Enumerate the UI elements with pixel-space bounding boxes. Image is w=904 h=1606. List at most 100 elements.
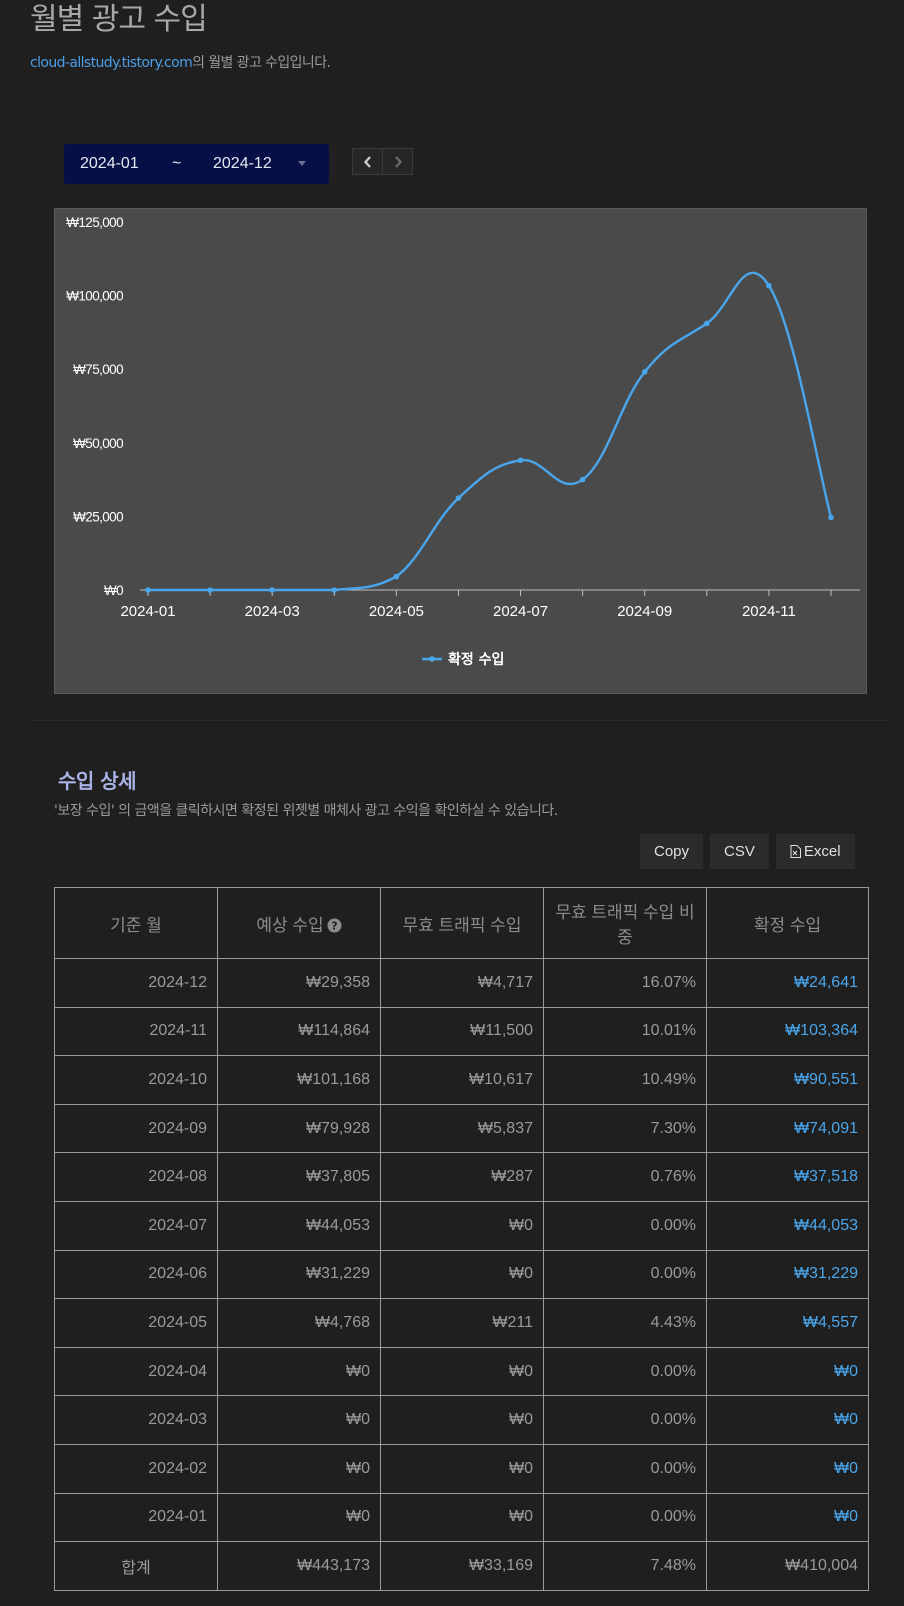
cell-month: 2024-02: [54, 1443, 218, 1494]
table-total-row: 합계 ₩443,173 ₩33,169 7.48% ₩410,004: [54, 1541, 869, 1591]
cell-estimated: ₩114,864: [217, 1006, 381, 1057]
cell-confirmed[interactable]: ₩0: [706, 1346, 869, 1397]
blog-link[interactable]: cloud-allstudy.tistory.com: [30, 55, 193, 71]
cell-confirmed[interactable]: ₩37,518: [706, 1152, 869, 1202]
csv-button[interactable]: CSV: [710, 834, 769, 869]
cell-invalid-ratio: 0.00%: [543, 1443, 707, 1494]
y-tick-label: ₩50,000: [73, 436, 123, 451]
cell-invalid-traffic: ₩0: [380, 1492, 544, 1543]
x-tick-label: 2024-11: [742, 603, 796, 620]
cell-invalid-ratio: 16.07%: [543, 958, 707, 1008]
data-point: [704, 320, 710, 327]
range-separator: ~: [172, 155, 182, 172]
legend-label: 확정 수입: [448, 651, 504, 668]
cell-invalid-traffic: ₩287: [380, 1152, 544, 1202]
cell-estimated: ₩37,805: [217, 1152, 381, 1202]
column-header-month[interactable]: 기준 월: [54, 887, 218, 959]
excel-label: Excel: [803, 843, 841, 860]
cell-estimated: ₩0: [217, 1443, 381, 1494]
cell-confirmed[interactable]: ₩0: [706, 1492, 869, 1543]
table-row: 2024-02 ₩0 ₩0 0.00% ₩0: [54, 1443, 869, 1494]
table-row: 2024-05 ₩4,768 ₩211 4.43% ₩4,557: [54, 1298, 869, 1348]
table-row: 2024-12 ₩29,358 ₩4,717 16.07% ₩24,641: [54, 958, 869, 1008]
cell-invalid-traffic: ₩4,717: [380, 958, 544, 1008]
table-row: 2024-06 ₩31,229 ₩0 0.00% ₩31,229: [54, 1249, 869, 1300]
cell-invalid-ratio: 0.00%: [543, 1395, 707, 1445]
y-tick-label: ₩125,000: [66, 215, 123, 230]
column-header-estimated[interactable]: 예상 수입?: [217, 887, 381, 959]
next-period-button[interactable]: [383, 148, 413, 175]
chevron-right-icon: [394, 155, 402, 168]
revenue-chart: ₩0 ₩25,000 ₩50,000 ₩75,000 ₩100,000 ₩125,000 2…: [54, 208, 867, 694]
table-row: 2024-04 ₩0 ₩0 0.00% ₩0: [54, 1346, 869, 1397]
total-invalid-traffic: ₩33,169: [380, 1541, 544, 1591]
data-point: [207, 587, 213, 593]
cell-confirmed[interactable]: ₩31,229: [706, 1249, 869, 1300]
cell-invalid-ratio: 0.00%: [543, 1200, 707, 1251]
table-row: 2024-07 ₩44,053 ₩0 0.00% ₩44,053: [54, 1200, 869, 1251]
x-tick-label: 2024-07: [493, 603, 548, 620]
cell-month: 2024-11: [54, 1006, 218, 1057]
cell-confirmed[interactable]: ₩90,551: [706, 1055, 869, 1105]
cell-confirmed[interactable]: ₩103,364: [706, 1006, 869, 1057]
cell-invalid-traffic: ₩0: [380, 1443, 544, 1494]
cell-invalid-traffic: ₩0: [380, 1249, 544, 1300]
cell-estimated: ₩101,168: [217, 1055, 381, 1105]
cell-month: 2024-06: [54, 1249, 218, 1300]
file-excel-icon: [790, 845, 801, 858]
cell-estimated: ₩4,768: [217, 1298, 381, 1348]
excel-button[interactable]: Excel: [775, 834, 855, 869]
column-header-confirmed[interactable]: 확정 수입: [706, 887, 869, 959]
cell-confirmed[interactable]: ₩74,091: [706, 1103, 869, 1154]
copy-button[interactable]: Copy: [640, 834, 704, 869]
y-tick-label: ₩0: [104, 583, 123, 598]
cell-confirmed[interactable]: ₩24,641: [706, 958, 869, 1008]
table-body: 2024-12 ₩29,358 ₩4,717 16.07% ₩24,641 2024-11…: [54, 958, 869, 1591]
cell-invalid-ratio: 4.43%: [543, 1298, 707, 1348]
cell-month: 2024-03: [54, 1395, 218, 1445]
total-confirmed: ₩410,004: [706, 1541, 869, 1591]
period-nav: [352, 148, 413, 175]
page-title: 월별 광고 수입: [30, 2, 208, 37]
export-buttons: Copy CSV Excel: [640, 834, 855, 869]
subtitle-text: 의 월별 광고 수입입니다.: [192, 55, 331, 71]
table-row: 2024-03 ₩0 ₩0 0.00% ₩0: [54, 1395, 869, 1445]
range-start: 2024-01: [80, 155, 139, 172]
cell-month: 2024-10: [54, 1055, 218, 1105]
cell-month: 2024-07: [54, 1200, 218, 1251]
series-line: [148, 271, 833, 592]
prev-period-button[interactable]: [352, 148, 383, 175]
revenue-detail-table: 기준 월 예상 수입? 무효 트래픽 수입 무효 트래픽 수입 비중 확정 수입…: [54, 887, 869, 1591]
data-point: [455, 495, 462, 501]
cell-month: 2024-12: [54, 958, 218, 1008]
details-title: 수입 상세: [58, 769, 137, 793]
date-range-picker[interactable]: 2024-01 ~ 2024-12: [64, 144, 329, 184]
question-circle-icon[interactable]: ?: [327, 918, 342, 933]
data-point: [269, 587, 275, 593]
table-row: 2024-08 ₩37,805 ₩287 0.76% ₩37,518: [54, 1152, 869, 1202]
x-tick-label: 2024-01: [120, 603, 175, 620]
cell-invalid-ratio: 0.76%: [543, 1152, 707, 1202]
cell-estimated: ₩0: [217, 1395, 381, 1445]
column-header-invalid-traffic[interactable]: 무효 트래픽 수입: [380, 887, 544, 959]
cell-invalid-ratio: 0.00%: [543, 1492, 707, 1543]
cell-confirmed[interactable]: ₩0: [706, 1443, 869, 1494]
column-header-estimated-label: 예상 수입: [256, 915, 324, 935]
table-row: 2024-09 ₩79,928 ₩5,837 7.30% ₩74,091: [54, 1103, 869, 1154]
x-tick-label: 2024-05: [369, 603, 424, 620]
cell-estimated: ₩79,928: [217, 1103, 381, 1154]
data-point: [145, 587, 151, 593]
svg-text:?: ?: [331, 919, 337, 932]
cell-confirmed[interactable]: ₩4,557: [706, 1298, 869, 1348]
cell-confirmed[interactable]: ₩44,053: [706, 1200, 869, 1251]
cell-estimated: ₩0: [217, 1346, 381, 1397]
cell-invalid-ratio: 10.01%: [543, 1006, 707, 1057]
x-tick-label: 2024-09: [617, 603, 672, 620]
column-header-invalid-ratio[interactable]: 무효 트래픽 수입 비중: [543, 887, 707, 959]
cell-confirmed[interactable]: ₩0: [706, 1395, 869, 1445]
total-estimated: ₩443,173: [217, 1541, 381, 1591]
cell-invalid-ratio: 10.49%: [543, 1055, 707, 1105]
data-point: [828, 514, 834, 521]
data-point: [331, 587, 338, 593]
range-end: 2024-12: [213, 155, 272, 172]
